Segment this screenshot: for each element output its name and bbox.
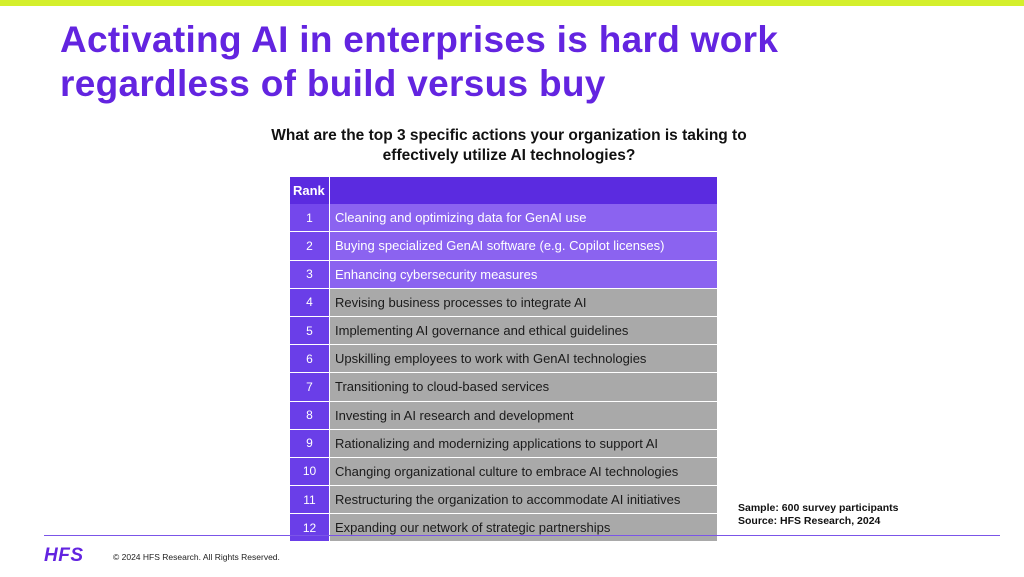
table-row: 2 Buying specialized GenAI software (e.g.… <box>290 231 717 260</box>
table-row: 9 Rationalizing and modernizing applicati… <box>290 428 717 457</box>
top-accent-bar <box>0 0 1024 6</box>
table-row: 3 Enhancing cybersecurity measures <box>290 259 717 288</box>
action-cell: Expanding our network of strategic partn… <box>330 514 717 542</box>
action-cell: Buying specialized GenAI software (e.g. … <box>330 232 717 260</box>
rank-cell: 1 <box>290 204 330 232</box>
rank-cell: 12 <box>290 514 330 542</box>
table-row: 8 Investing in AI research and developmen… <box>290 400 717 429</box>
table-row: 12 Expanding our network of strategic par… <box>290 513 717 542</box>
copyright-text: © 2024 HFS Research. All Rights Reserved… <box>113 552 280 562</box>
survey-question: What are the top 3 specific actions your… <box>271 127 747 164</box>
table-row: 1 Cleaning and optimizing data for GenAI … <box>290 204 717 232</box>
action-cell: Enhancing cybersecurity measures <box>330 260 717 288</box>
rank-cell: 3 <box>290 260 330 288</box>
table-row: 10 Changing organizational culture to emb… <box>290 456 717 486</box>
header-action-cell <box>330 177 717 205</box>
action-cell: Transitioning to cloud-based services <box>330 373 717 401</box>
rank-cell: 10 <box>290 457 330 486</box>
sample-text: Sample: 600 survey participants <box>738 502 899 514</box>
table-body: 1 Cleaning and optimizing data for GenAI … <box>290 204 717 542</box>
source-text: Source: HFS Research, 2024 <box>738 515 881 527</box>
action-cell: Restructuring the organization to accomm… <box>330 486 717 514</box>
rank-cell: 9 <box>290 429 330 457</box>
action-cell: Revising business processes to integrate… <box>330 288 717 316</box>
rank-cell: 11 <box>290 486 330 514</box>
rank-cell: 2 <box>290 232 330 260</box>
rank-cell: 6 <box>290 345 330 373</box>
action-cell: Changing organizational culture to embra… <box>330 457 717 486</box>
table-row: 6 Upskilling employees to work with GenAI… <box>290 344 717 373</box>
action-cell: Cleaning and optimizing data for GenAI u… <box>330 204 717 232</box>
rank-cell: 4 <box>290 288 330 316</box>
hfs-logo: HFS <box>44 545 84 566</box>
action-cell: Rationalizing and modernizing applicatio… <box>330 429 717 457</box>
rank-cell: 5 <box>290 316 330 345</box>
header-rank-cell: Rank <box>290 177 330 205</box>
table-header-row: Rank <box>290 177 717 205</box>
table-row: 5 Implementing AI governance and ethical … <box>290 315 717 345</box>
action-cell: Upskilling employees to work with GenAI … <box>330 345 717 373</box>
rank-cell: 8 <box>290 401 330 429</box>
table-row: 4 Revising business processes to integrat… <box>290 287 717 316</box>
rank-cell: 7 <box>290 373 330 401</box>
table-row: 11 Restructuring the organization to acco… <box>290 485 717 514</box>
action-cell: Implementing AI governance and ethical g… <box>330 316 717 345</box>
slide-title: Activating AI in enterprises is hard wor… <box>60 19 779 104</box>
ranking-table: Rank 1 Cleaning and optimizing data for G… <box>290 177 717 542</box>
action-cell: Investing in AI research and development <box>330 401 717 429</box>
sample-note: Sample: 600 survey participants Source: … <box>738 502 899 528</box>
table-row: 7 Transitioning to cloud-based services <box>290 372 717 401</box>
footer-divider <box>44 535 1000 536</box>
